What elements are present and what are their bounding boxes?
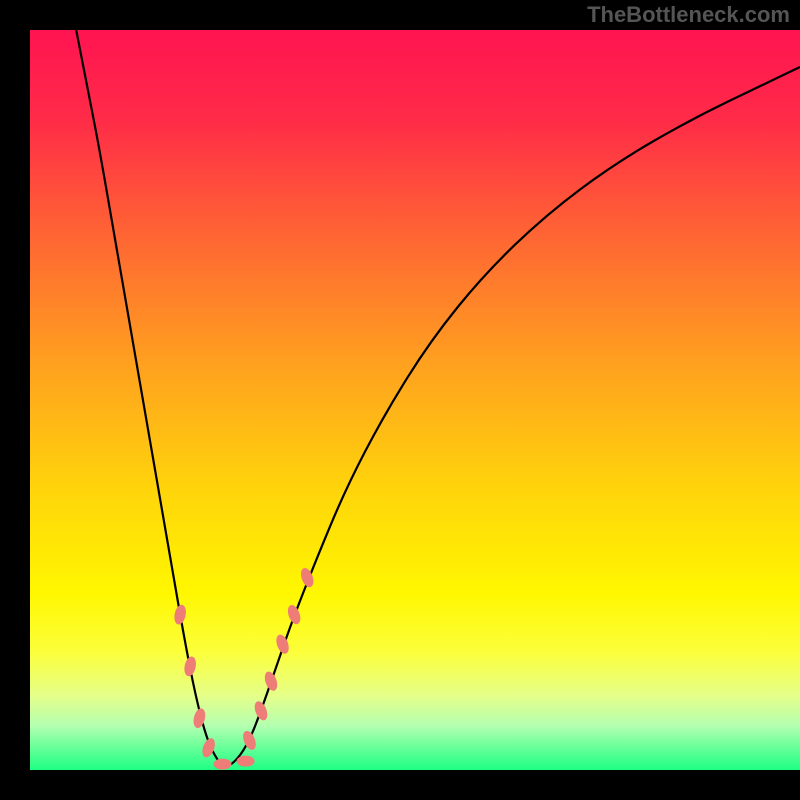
bottleneck-curve-chart (30, 30, 800, 770)
plot-area (30, 30, 800, 770)
data-marker (214, 759, 232, 770)
watermark-text: TheBottleneck.com (587, 2, 790, 28)
gradient-background (30, 30, 800, 770)
data-marker (237, 756, 255, 767)
chart-container: TheBottleneck.com (0, 0, 800, 800)
